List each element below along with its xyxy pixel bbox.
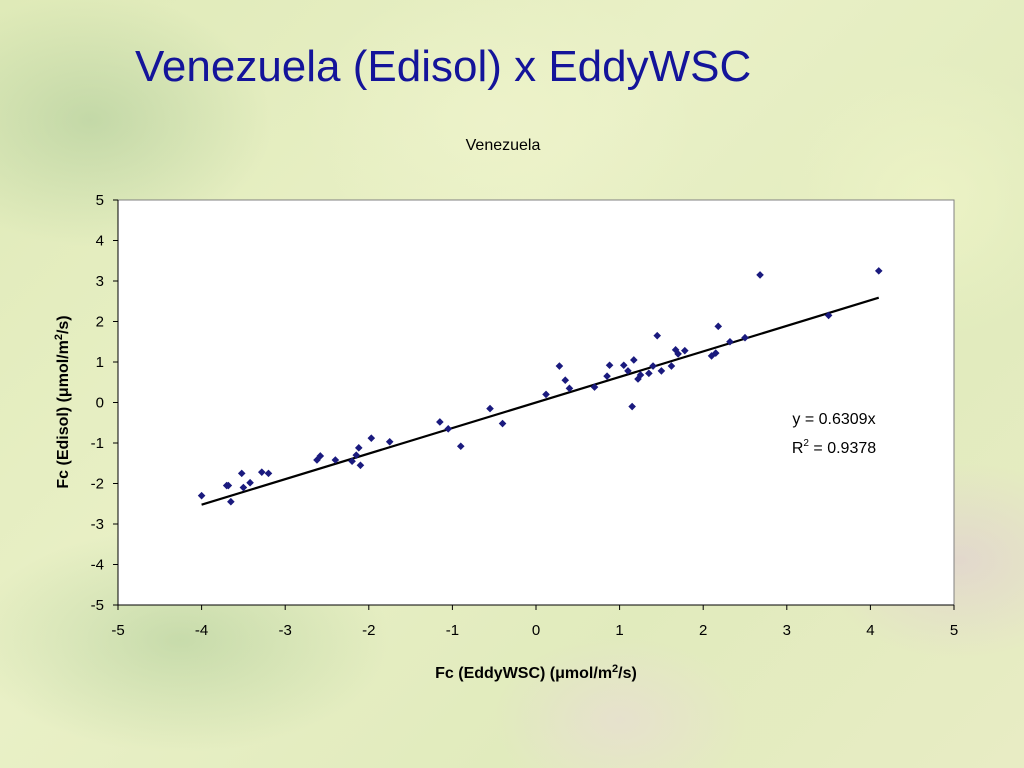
y-tick-label: 3 <box>96 273 104 290</box>
r-squared-symbol: R <box>792 440 804 457</box>
r-squared-value: = 0.9378 <box>809 440 876 457</box>
data-point <box>657 367 666 375</box>
data-point <box>824 311 833 320</box>
y-tick-label: 0 <box>96 395 104 412</box>
data-point <box>653 331 662 340</box>
data-point <box>714 322 723 331</box>
x-axis-ticks: -5 -4 -3 -2 -1 0 1 2 3 4 5 <box>111 605 958 639</box>
y-tick-label: -4 <box>91 557 104 574</box>
data-point <box>354 444 363 452</box>
data-point <box>239 483 248 492</box>
x-tick-label: -4 <box>195 622 208 639</box>
data-point <box>561 376 570 385</box>
x-tick-label: 3 <box>783 622 791 639</box>
data-point <box>224 481 233 490</box>
data-point <box>264 469 273 478</box>
y-tick-label: 4 <box>96 233 104 250</box>
data-point <box>636 371 645 379</box>
data-point <box>237 469 246 478</box>
trendline-equation: y = 0.6309x <box>792 411 875 428</box>
data-point <box>726 337 734 346</box>
data-point <box>619 361 628 370</box>
y-tick-label: 5 <box>96 192 104 209</box>
data-point <box>436 418 444 426</box>
data-point <box>605 361 614 370</box>
data-point <box>385 437 394 446</box>
data-point <box>331 456 340 464</box>
data-point <box>348 457 356 466</box>
data-point <box>711 349 720 357</box>
data-point <box>542 390 550 399</box>
data-point <box>624 367 632 375</box>
trendline <box>201 296 880 506</box>
r-squared-superscript: 2 <box>803 438 809 449</box>
data-point <box>667 362 676 370</box>
data-point <box>316 452 325 460</box>
x-tick-label: 1 <box>615 622 623 639</box>
y-tick-label: -5 <box>91 597 104 614</box>
data-point <box>630 356 638 364</box>
x-tick-label: 4 <box>866 622 874 639</box>
data-point <box>590 383 599 391</box>
x-tick-label: -2 <box>362 622 375 639</box>
data-point <box>356 461 365 470</box>
data-point <box>246 478 254 487</box>
x-tick-label: 0 <box>532 622 540 639</box>
data-point <box>227 497 235 506</box>
y-tick-label: -3 <box>91 516 104 533</box>
y-axis-label: Fc (Edisol) (μmol/m2/s) <box>53 315 72 488</box>
data-point <box>674 350 682 358</box>
y-tick-label: 1 <box>96 354 104 371</box>
x-tick-label: 2 <box>699 622 707 639</box>
data-point <box>367 434 376 442</box>
data-point <box>313 456 321 464</box>
data-point <box>628 402 636 411</box>
data-points <box>197 267 883 506</box>
data-point <box>741 333 749 342</box>
r-squared-label: R2 = 0.9378 <box>792 438 876 457</box>
y-tick-label: -2 <box>91 476 104 493</box>
data-point <box>456 442 465 451</box>
data-point <box>486 404 494 413</box>
x-tick-label: 5 <box>950 622 958 639</box>
data-point <box>756 271 764 279</box>
y-tick-label: 2 <box>96 314 104 331</box>
data-point <box>444 425 453 433</box>
data-point <box>645 369 653 378</box>
data-point <box>565 384 574 393</box>
data-point <box>874 267 883 275</box>
x-tick-label: -5 <box>111 622 124 639</box>
y-axis-ticks: -5 -4 -3 -2 -1 0 1 2 3 4 5 <box>91 192 118 614</box>
data-point <box>603 372 611 380</box>
data-point <box>555 362 564 370</box>
data-point <box>352 451 361 459</box>
x-axis-label: Fc (EddyWSC) (μmol/m2/s) <box>435 663 637 682</box>
x-tick-label: -3 <box>279 622 292 639</box>
data-point <box>681 346 689 355</box>
data-point <box>257 468 266 476</box>
trendline-group <box>201 296 880 506</box>
data-point <box>498 419 507 428</box>
chart-title: Venezuela <box>466 137 541 154</box>
y-tick-label: -1 <box>91 435 104 452</box>
data-point <box>197 491 206 500</box>
data-point <box>649 362 657 370</box>
slide-title: Venezuela (Edisol) x EddyWSC <box>135 42 752 91</box>
x-tick-label: -1 <box>446 622 459 639</box>
